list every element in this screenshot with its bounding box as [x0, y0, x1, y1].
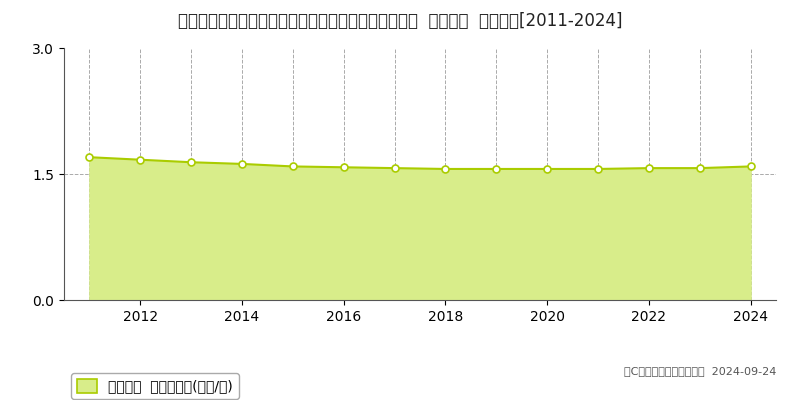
Text: 山形県西置賜郡飯豊町大字萩生字岡５２９番６外１筆  基準地価  地価推移[2011-2024]: 山形県西置賜郡飯豊町大字萩生字岡５２９番６外１筆 基準地価 地価推移[2011-…: [178, 12, 622, 30]
Text: （C）土地価格ドットコム  2024-09-24: （C）土地価格ドットコム 2024-09-24: [624, 366, 776, 376]
Legend: 基準地価  平均坪単価(万円/坪): 基準地価 平均坪単価(万円/坪): [71, 373, 238, 399]
